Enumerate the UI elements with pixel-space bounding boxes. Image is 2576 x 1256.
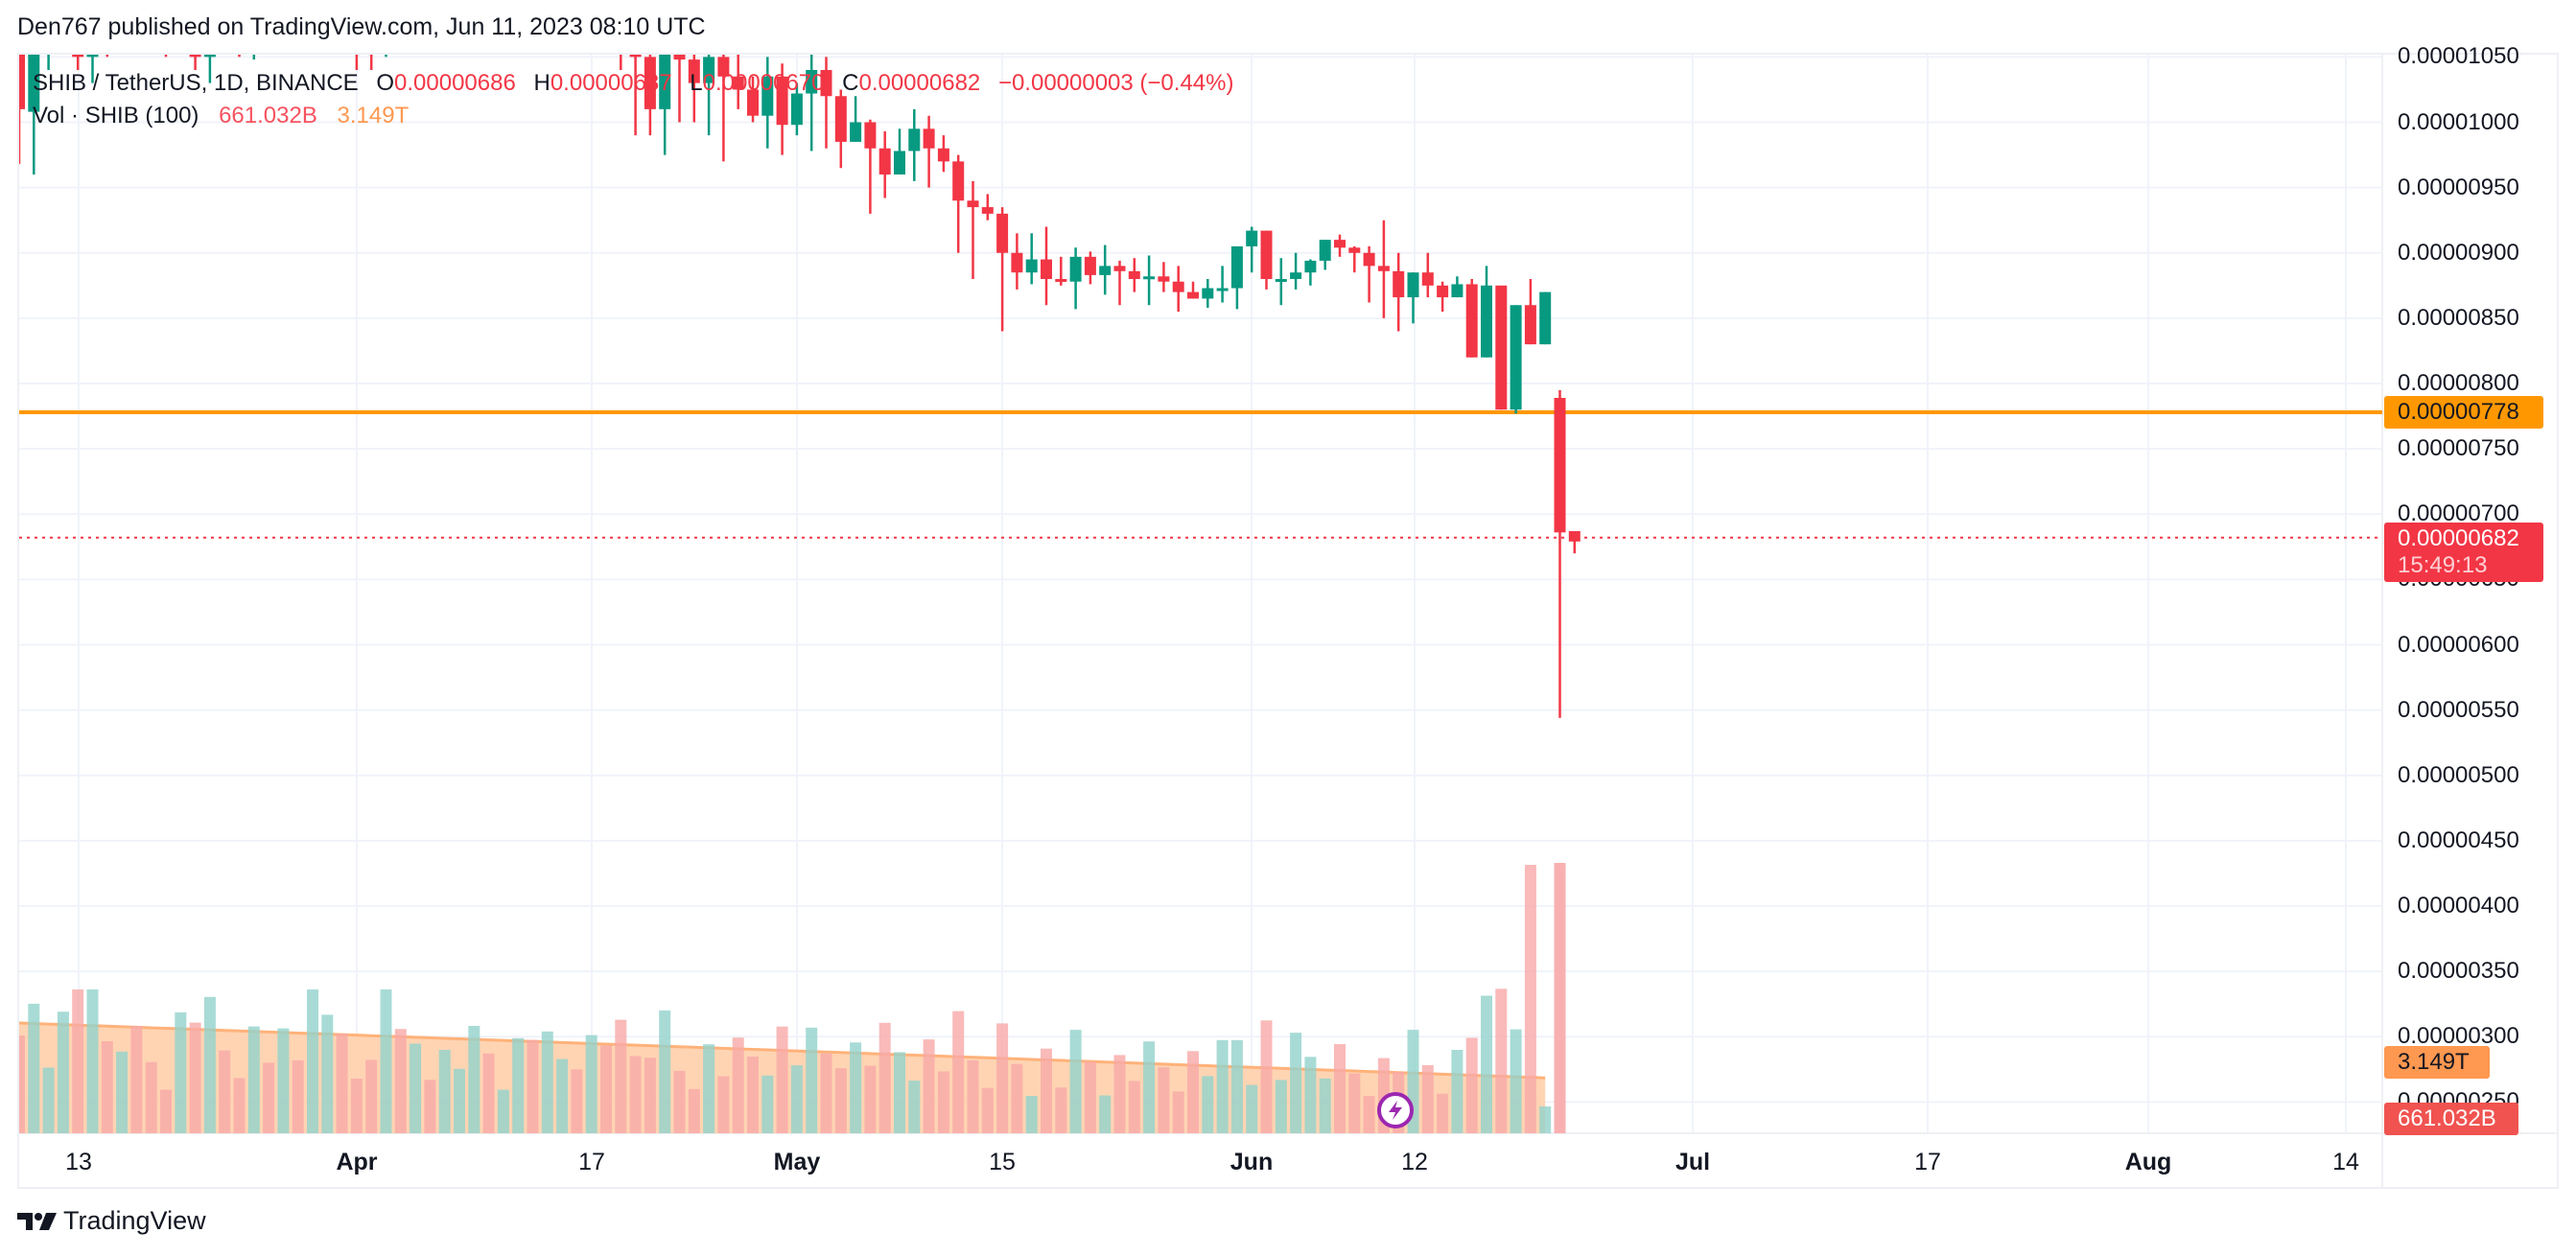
price-axis-tick: 0.00000950 [2398,174,2519,200]
price-axis-tick: 0.00000450 [2398,826,2519,853]
legend-close-key: C [842,70,859,96]
price-axis-tick: 0.00000800 [2398,370,2519,396]
price-axis-tick: 0.00000400 [2398,893,2519,919]
legend-low-key: L [690,70,703,96]
price-axis-tick: 0.00000300 [2398,1023,2519,1050]
price-axis-tick: 0.00000600 [2398,631,2519,658]
tradingview-logo[interactable]: TradingView [17,1206,206,1236]
time-axis-label: 17 [578,1149,605,1175]
time-axis-label: Apr [336,1149,378,1175]
price-axis-tick: 0.00000350 [2398,958,2519,985]
price-axis-tick: 0.00000550 [2398,696,2519,723]
legend-close-value: 0.00000682 [858,70,981,96]
last-price-value: 0.00000682 [2398,525,2519,551]
bar-countdown: 15:49:13 [2398,552,2488,578]
price-axis-tick: 0.00000700 [2398,500,2519,527]
legend-open-value: 0.00000686 [394,70,516,96]
tradingview-logo-icon [17,1212,57,1230]
last-price-tag: 0.00000682 15:49:13 [2384,523,2543,582]
time-axis-label: 13 [65,1149,92,1175]
volume-tag: 661.032B [2384,1103,2518,1135]
chart-legend: SHIB / TetherUS, 1D, BINANCE O0.00000686… [33,67,1233,132]
time-axis-label: Jul [1674,1149,1711,1175]
volume-ma-tag: 3.149T [2384,1046,2490,1079]
legend-change: −0.00000003 (−0.44%) [997,70,1234,96]
legend-low-value: 0.00000670 [702,70,825,96]
brand-name: TradingView [63,1206,206,1235]
chart-frame[interactable] [17,53,2559,1189]
legend-symbol[interactable]: SHIB / TetherUS, 1D, BINANCE [33,70,359,96]
time-axis-label: 17 [1914,1149,1941,1175]
time-axis-label: 12 [1401,1149,1428,1175]
price-axis-tick: 0.00000750 [2398,435,2519,462]
price-axis-tick: 0.00000850 [2398,304,2519,331]
legend-open-key: O [376,70,395,96]
price-axis-tick: 0.00000900 [2398,239,2519,266]
publisher-line: Den767 published on TradingView.com, Jun… [17,13,706,40]
legend-volume-label[interactable]: Vol · SHIB (100) [33,103,199,128]
time-axis-label: Aug [2124,1149,2172,1175]
price-axis-tick: 0.00001000 [2398,108,2519,135]
lightning-event-icon[interactable] [1377,1092,1414,1128]
price-axis-tick: 0.00001050 [2398,43,2519,70]
legend-volume-row: Vol · SHIB (100) 661.032B 3.149T [33,100,1233,132]
horizontal-line-price-tag: 0.00000778 [2384,396,2543,429]
time-axis-label: 14 [2332,1149,2359,1175]
price-axis-tick: 0.00000500 [2398,761,2519,788]
time-axis-label: May [773,1149,821,1175]
legend-volume-ma-value: 3.149T [337,103,410,128]
legend-high-key: H [533,70,550,96]
legend-ohlc-row: SHIB / TetherUS, 1D, BINANCE O0.00000686… [33,67,1233,100]
legend-high-value: 0.00000687 [550,70,672,96]
legend-volume-value: 661.032B [219,103,317,128]
time-axis-label: 15 [989,1149,1016,1175]
time-axis-label: Jun [1229,1149,1274,1175]
